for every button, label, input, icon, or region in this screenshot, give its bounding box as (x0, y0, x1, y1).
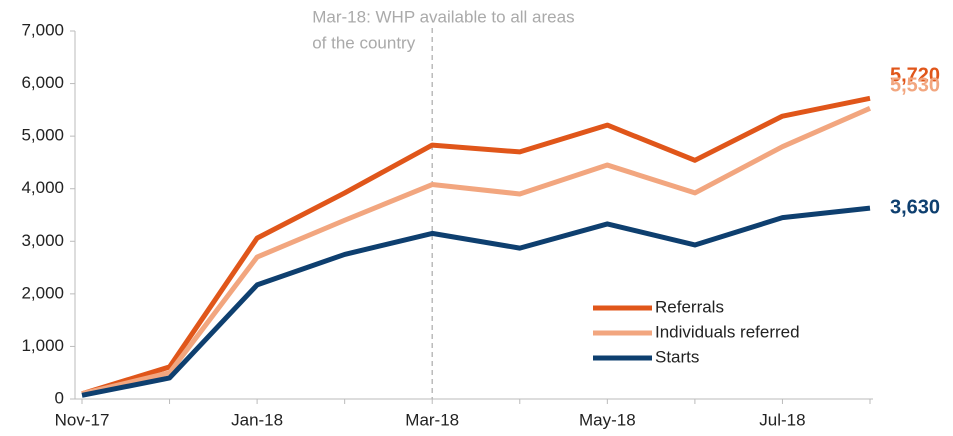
value-label: 5,720 (890, 65, 940, 87)
x-tick-label: Jan-18 (231, 410, 283, 429)
x-tick-label: May-18 (579, 410, 636, 429)
y-tick-label: 7,000 (21, 20, 64, 39)
y-tick-label: 2,000 (21, 283, 64, 302)
legend-label: Individuals referred (655, 322, 800, 341)
y-tick-label: 6,000 (21, 73, 64, 92)
line (81, 95, 871, 397)
y-tick-label: 0 (55, 388, 64, 407)
value-label: 5,530 (890, 75, 940, 97)
x-tick-label: Mar-18 (405, 410, 459, 429)
legend-label: Starts (655, 347, 699, 366)
value-label: 3,630 (890, 196, 940, 218)
y-tick-label: 5,000 (21, 126, 64, 145)
line (81, 205, 871, 398)
annotation: Mar-18: WHP available to all areas (312, 7, 574, 26)
legend-label: Referrals (655, 297, 724, 316)
x-tick-label: Jul-18 (759, 410, 805, 429)
y-tick-label: 1,000 (21, 336, 64, 355)
line (81, 105, 872, 397)
x-tick-label: Nov-17 (55, 410, 110, 429)
annotation: of the country (312, 33, 416, 52)
y-tick-label: 3,000 (21, 231, 64, 250)
y-tick-label: 4,000 (21, 178, 64, 197)
